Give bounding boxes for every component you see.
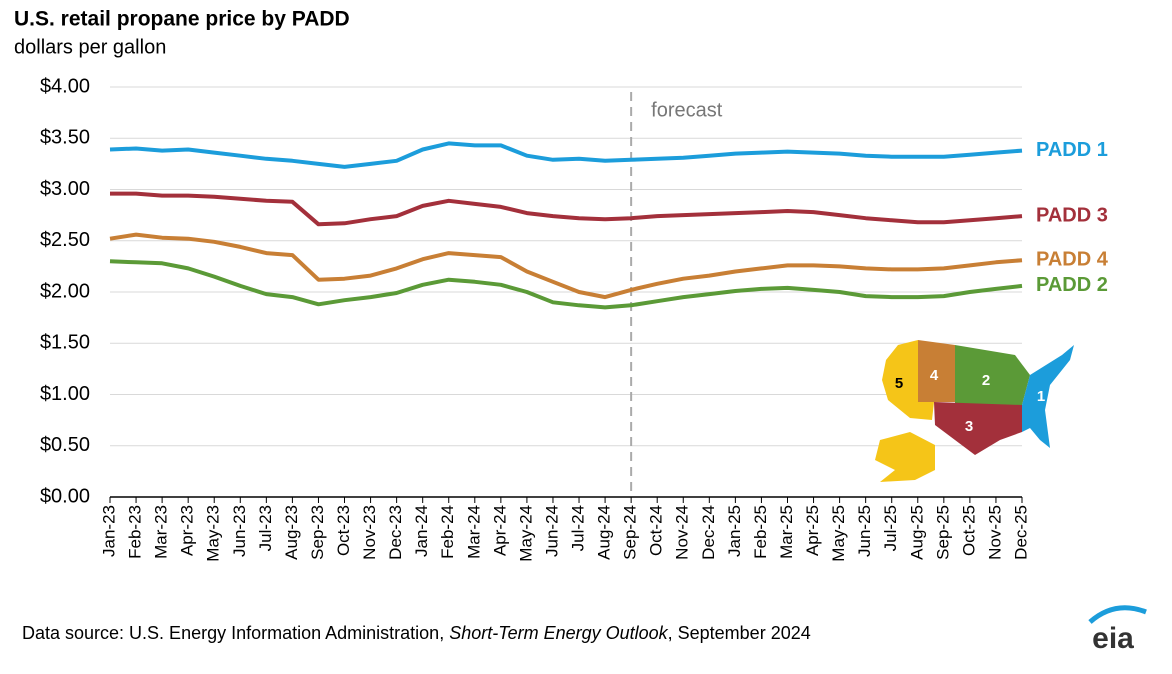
- x-tick-label: Oct-25: [959, 505, 978, 556]
- x-tick-label: Apr-25: [803, 505, 822, 556]
- x-tick-label: Aug-23: [282, 505, 301, 560]
- series-line: [110, 191, 1023, 227]
- x-tick-label: Jun-23: [230, 505, 249, 557]
- map-label: 1: [1037, 388, 1045, 405]
- x-tick-label: Jul-23: [256, 505, 275, 551]
- source-text: , September 2024: [668, 623, 811, 643]
- x-tick-label: Oct-24: [647, 505, 666, 556]
- map-region-5-alaska: [875, 432, 935, 482]
- y-tick-label: $0.00: [40, 485, 90, 507]
- y-tick-label: $3.50: [40, 127, 90, 149]
- x-tick-label: Feb-25: [751, 505, 770, 559]
- source: Data source: U.S. Energy Information Adm…: [22, 623, 811, 643]
- x-tick-label: Jul-25: [881, 505, 900, 551]
- series-line: [109, 141, 1023, 169]
- map-region-5: [882, 340, 934, 420]
- map-region-2: [955, 345, 1030, 405]
- x-tick-label: Aug-25: [907, 505, 926, 560]
- x-tick-label: Nov-23: [360, 505, 379, 560]
- map-label: 2: [982, 372, 990, 389]
- x-tick-label: Jan-25: [725, 505, 744, 557]
- x-tick-label: Dec-25: [1011, 505, 1030, 560]
- series-label: PADD 4: [1036, 249, 1109, 271]
- y-tick-label: $0.50: [40, 434, 90, 456]
- x-tick-label: Sep-23: [308, 505, 327, 560]
- x-tick-label: Feb-24: [438, 505, 457, 559]
- logo-swoosh: [1088, 605, 1147, 624]
- y-tick-label: $1.50: [40, 332, 90, 354]
- x-tick-label: Jun-24: [542, 505, 561, 557]
- x-tick-label: Feb-23: [126, 505, 145, 559]
- map-region-1: [1022, 345, 1074, 448]
- series-line: [109, 259, 1023, 310]
- source-title: Short-Term Energy Outlook: [449, 623, 668, 643]
- forecast-label: forecast: [651, 99, 723, 121]
- x-tick-label: Jan-23: [99, 505, 118, 557]
- map-label: 3: [965, 418, 973, 435]
- x-tick-label: Sep-25: [933, 505, 952, 560]
- x-tick-label: Apr-24: [490, 505, 509, 556]
- y-tick-label: $1.00: [40, 383, 90, 405]
- x-tick-label: May-23: [204, 505, 223, 562]
- x-tick-label: Mar-24: [464, 505, 483, 559]
- y-tick-label: $2.50: [40, 229, 90, 251]
- y-tick-label: $2.00: [40, 280, 90, 302]
- x-tick-label: May-25: [829, 505, 848, 562]
- chart-subtitle: dollars per gallon: [14, 36, 166, 58]
- padd-map: 1 2 3 4 5: [875, 340, 1074, 482]
- series-line: [109, 232, 1023, 300]
- y-tick-label: $4.00: [40, 75, 90, 97]
- series-label: PADD 1: [1036, 139, 1108, 161]
- x-tick-label: Nov-24: [673, 505, 692, 560]
- x-tick-label: Oct-23: [334, 505, 353, 556]
- x-tick-label: Sep-24: [621, 505, 640, 560]
- x-tick-label: Jan-24: [412, 505, 431, 557]
- map-label: 5: [895, 375, 903, 392]
- source-text: Data source: U.S. Energy Information Adm…: [22, 623, 449, 643]
- x-tick-label: Apr-23: [178, 505, 197, 556]
- chart-title: U.S. retail propane price by PADD: [14, 8, 350, 31]
- x-tick-label: May-24: [516, 505, 535, 562]
- map-region-4: [918, 340, 955, 402]
- x-tick-label: Dec-24: [699, 505, 718, 560]
- logo: eia: [1092, 622, 1134, 655]
- x-tick-label: Jul-24: [569, 505, 588, 551]
- x-tick-label: Nov-25: [985, 505, 1004, 560]
- series-label: PADD 2: [1036, 274, 1108, 296]
- map-region-3: [934, 402, 1022, 455]
- series-label: PADD 3: [1036, 204, 1108, 226]
- x-tick-label: Jun-25: [855, 505, 874, 557]
- map-label: 4: [930, 367, 939, 384]
- y-tick-label: $3.00: [40, 178, 90, 200]
- x-tick-label: Aug-24: [595, 505, 614, 560]
- x-tick-label: Dec-23: [386, 505, 405, 560]
- x-tick-label: Mar-23: [152, 505, 171, 559]
- x-tick-label: Mar-25: [777, 505, 796, 559]
